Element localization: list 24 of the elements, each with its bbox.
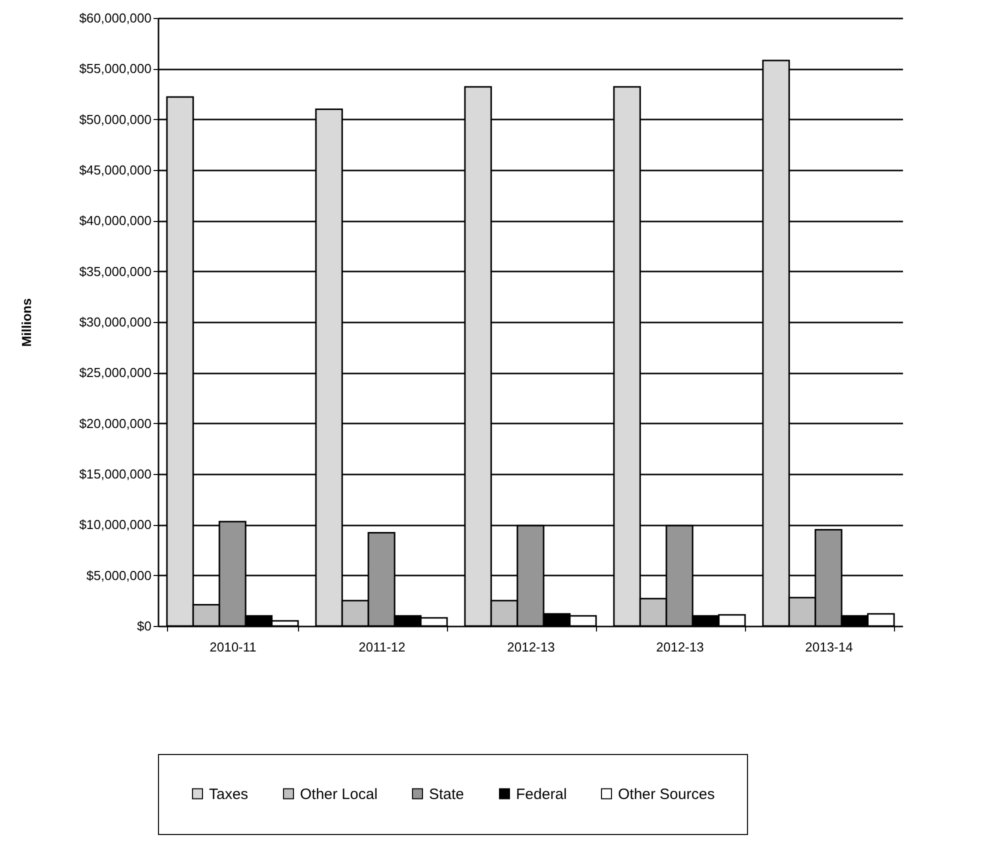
y-tick-label: $15,000,000 [79,466,152,482]
legend-label: State [429,786,464,803]
legend-label: Federal [516,786,567,803]
y-tick-label: $45,000,000 [79,162,152,178]
legend-label: Taxes [209,786,248,803]
y-tick-label: $35,000,000 [79,264,152,279]
legend-label: Other Local [300,786,378,803]
y-tick-label: $10,000,000 [79,517,152,532]
legend-label: Other Sources [618,786,715,803]
y-axis-title: Millions [19,298,34,347]
x-tick-label: 2012-13 [507,640,555,654]
y-tick-label: $30,000,000 [79,314,152,330]
y-tick-label: $25,000,000 [79,365,152,380]
y-tick-label: $50,000,000 [79,112,152,127]
x-tick-label: 2011-12 [358,640,406,654]
y-tick-label: $0 [137,618,152,634]
x-tick-label: 2010-11 [210,640,256,654]
x-tick-label: 2012-13 [656,640,704,654]
y-tick-label: $55,000,000 [79,61,152,76]
y-tick-label: $40,000,000 [79,213,152,228]
x-tick-label: 2013-14 [805,640,853,654]
y-tick-label: $60,000,000 [79,10,152,26]
y-tick-label: $5,000,000 [86,568,152,583]
y-tick-label: $20,000,000 [79,416,152,431]
